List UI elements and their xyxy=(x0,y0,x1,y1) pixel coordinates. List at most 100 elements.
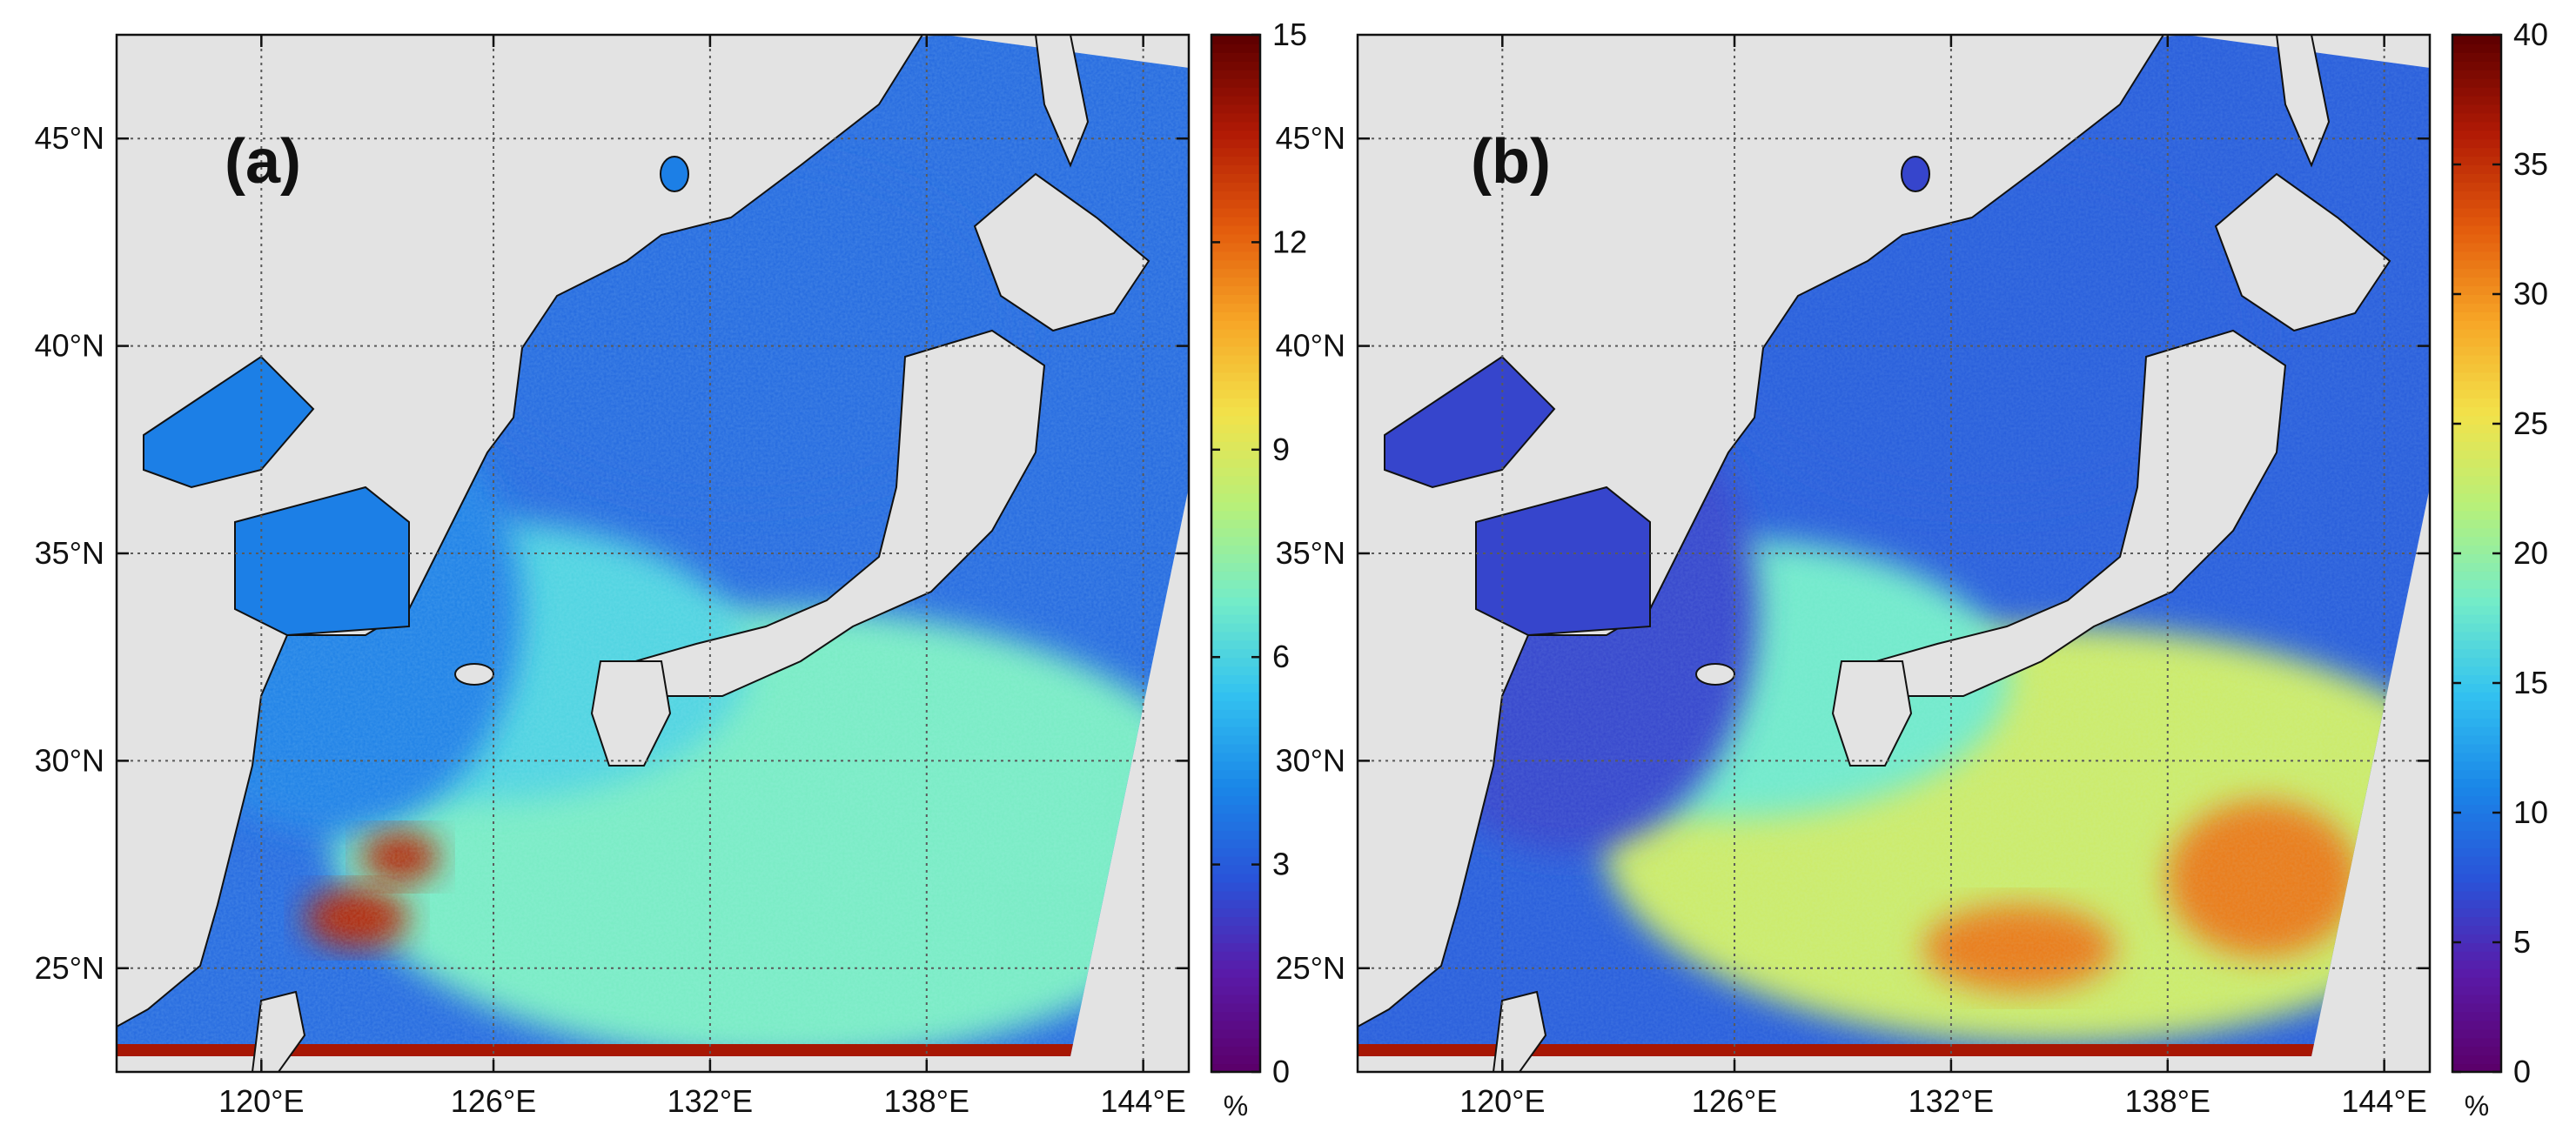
lon-tick-label: 138°E xyxy=(2125,1083,2210,1119)
colorbar-tick-label: 9 xyxy=(1272,432,1290,467)
colorbar-segment xyxy=(2452,708,2501,719)
colorbar-segment xyxy=(1211,691,1260,701)
colorbar-segment xyxy=(1211,121,1260,131)
khanka-lake xyxy=(660,156,689,192)
lon-tick-label: 138°E xyxy=(884,1083,969,1119)
jeju-island xyxy=(454,663,494,686)
colorbar-segment xyxy=(1211,311,1260,321)
colorbar-segment xyxy=(1211,224,1260,235)
colorbar-segment xyxy=(1211,501,1260,512)
colorbar-segment xyxy=(1211,726,1260,736)
colorbar: 0 5 10 15 20 25 30 35 40% xyxy=(2451,17,2548,1122)
japan-kyushu xyxy=(590,660,672,767)
colorbar-segment xyxy=(2452,734,2501,745)
colorbar-segment xyxy=(1211,389,1260,399)
colorbar-segment xyxy=(2452,277,2501,287)
land-masses xyxy=(117,35,1150,1072)
colorbar-segment xyxy=(2452,43,2501,53)
colorbar-segment xyxy=(1211,950,1260,961)
colorbar-segment xyxy=(1211,890,1260,901)
colorbar-segment xyxy=(1211,458,1260,468)
colorbar-segment xyxy=(2452,959,2501,969)
colorbar-segment xyxy=(2452,69,2501,79)
colorbar-segment xyxy=(2452,804,2501,814)
colorbar-segment xyxy=(1211,613,1260,624)
lon-tick-label: 126°E xyxy=(451,1083,536,1119)
land-masses xyxy=(1358,35,2392,1072)
colorbar-tick-label: 6 xyxy=(1272,639,1290,674)
colorbar-segment xyxy=(2452,795,2501,806)
colorbar-segment xyxy=(1211,35,1260,44)
colorbar-segment xyxy=(1211,925,1260,935)
colorbar-segment xyxy=(2452,639,2501,650)
colorbar-segment xyxy=(2452,950,2501,961)
colorbar-tick-label: 30 xyxy=(2513,276,2548,311)
colorbar-tick-label: 15 xyxy=(2513,665,2548,700)
colorbar-segment xyxy=(2452,311,2501,321)
colorbar-segment xyxy=(2452,561,2501,572)
colorbar-segment xyxy=(2452,527,2501,538)
colorbar-tick-label: 5 xyxy=(2513,924,2531,960)
lat-tick-label: 25°N xyxy=(35,950,104,986)
colorbar-segment xyxy=(1211,708,1260,719)
colorbar-segment xyxy=(1211,285,1260,295)
colorbar-segment xyxy=(2452,760,2501,771)
colorbar-segment xyxy=(2452,492,2501,503)
panel-label: (a) xyxy=(225,127,301,197)
southern-edge-band xyxy=(1358,1044,2358,1056)
colorbar-segment xyxy=(2452,345,2501,356)
colorbar-segment xyxy=(2452,337,2501,347)
colorbar-segment xyxy=(1211,899,1260,909)
colorbar-segment xyxy=(1211,207,1260,218)
colorbar-segment xyxy=(1211,752,1260,762)
colorbar-tick-label: 35 xyxy=(2513,146,2548,182)
graticule xyxy=(117,35,1189,1072)
colorbar-segment xyxy=(1211,432,1260,442)
colorbar-segment xyxy=(2452,104,2501,114)
lat-tick-label: 40°N xyxy=(1276,328,1345,364)
colorbar-segment xyxy=(1211,190,1260,200)
colorbar-segment xyxy=(1211,130,1260,140)
colorbar-segment xyxy=(2452,432,2501,442)
jeju-island xyxy=(1695,663,1735,686)
colorbar-segment xyxy=(1211,942,1260,952)
japan-kyushu xyxy=(1831,660,1913,767)
panel-label: (b) xyxy=(1471,127,1551,197)
sakhalin-coast xyxy=(1034,35,1090,168)
taiwan xyxy=(1492,990,1547,1072)
colorbar-segment xyxy=(2452,925,2501,935)
colorbar-segment xyxy=(1211,717,1260,727)
colorbar-segment xyxy=(2452,855,2501,866)
colorbar-segment xyxy=(2452,976,2501,987)
colorbar-segment xyxy=(2452,424,2501,433)
colorbar-segment xyxy=(2452,363,2501,373)
colorbar-segment xyxy=(1211,639,1260,650)
colorbar: 0 3 6 9 12 15% xyxy=(1210,17,1307,1122)
colorbar-segment xyxy=(1211,760,1260,771)
colorbar-segment xyxy=(2452,873,2501,883)
colorbar-segment xyxy=(2452,268,2501,278)
colorbar-segment xyxy=(2452,60,2501,70)
colorbar-segment xyxy=(1211,372,1260,382)
colorbar-segment xyxy=(1211,406,1260,417)
colorbar-segment xyxy=(2452,181,2501,191)
colorbar-segment xyxy=(2452,700,2501,710)
colorbar-segment xyxy=(1211,424,1260,433)
colorbar-segment xyxy=(2452,1055,2501,1065)
colorbar-segment xyxy=(1211,302,1260,312)
colorbar-segment xyxy=(2452,934,2501,943)
colorbar-segment xyxy=(2452,77,2501,88)
colorbar-segment xyxy=(1211,415,1260,425)
colorbar-segment xyxy=(2452,622,2501,633)
colorbar-segment xyxy=(2452,1063,2501,1073)
colorbar-tick-label: 15 xyxy=(1272,17,1307,52)
colorbar-segment xyxy=(2452,666,2501,676)
colorbar-frame xyxy=(1210,33,1262,1074)
colorbar-segment xyxy=(2452,130,2501,140)
japan-honshu xyxy=(1875,329,2287,697)
colorbar-segment xyxy=(2452,726,2501,736)
colorbar-segment xyxy=(2452,302,2501,312)
colorbar-segment xyxy=(2452,899,2501,909)
lon-tick-label: 126°E xyxy=(1692,1083,1777,1119)
colorbar-segment xyxy=(2452,536,2501,546)
